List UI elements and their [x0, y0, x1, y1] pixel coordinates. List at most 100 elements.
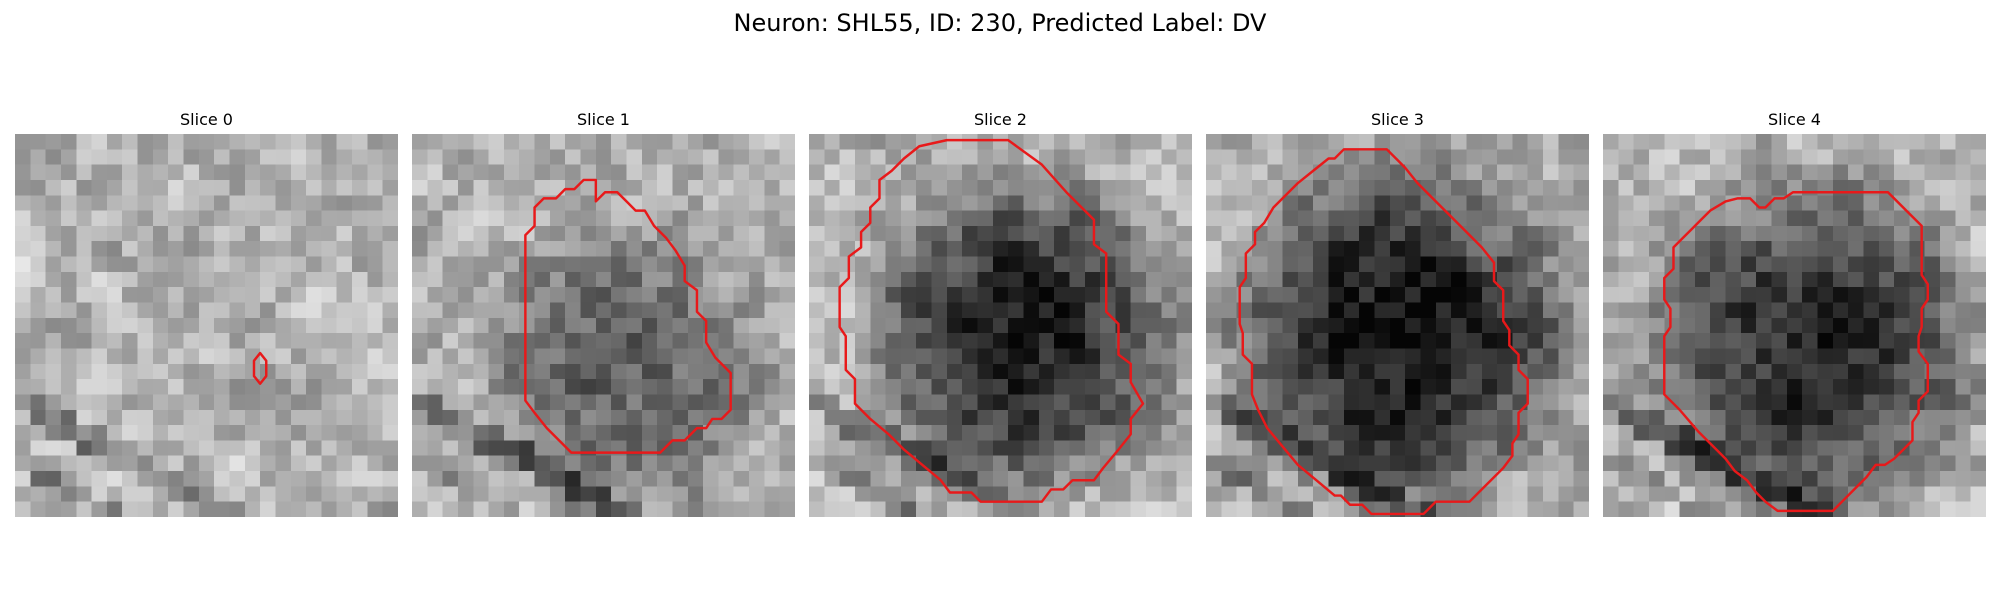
- pixel: [1848, 471, 1864, 487]
- pixel: [641, 149, 658, 165]
- pixel: [214, 271, 230, 288]
- pixel: [749, 317, 765, 334]
- pixel: [916, 317, 932, 334]
- pixel: [1405, 210, 1421, 227]
- pixel: [1756, 302, 1772, 319]
- pixel: [1267, 501, 1283, 517]
- pixel: [1282, 134, 1299, 150]
- pixel: [1894, 333, 1910, 349]
- pixel: [1146, 348, 1162, 365]
- pixel: [1618, 348, 1634, 365]
- pixel: [1970, 210, 1986, 227]
- pixel: [549, 241, 566, 257]
- pixel: [595, 302, 612, 319]
- pixel: [1679, 363, 1696, 380]
- pixel: [1374, 195, 1391, 211]
- pixel: [1924, 210, 1941, 227]
- pixel: [611, 471, 627, 487]
- pixel: [626, 363, 643, 380]
- pixel: [1679, 486, 1696, 502]
- pixel: [1008, 241, 1024, 257]
- pixel: [503, 471, 520, 487]
- pixel: [870, 317, 886, 334]
- pixel: [1451, 471, 1467, 487]
- pixel: [749, 164, 765, 181]
- pixel: [1282, 195, 1299, 211]
- pixel: [1955, 333, 1971, 349]
- pixel: [854, 379, 871, 395]
- pixel: [1328, 440, 1345, 457]
- pixel: [1405, 317, 1421, 334]
- pixel: [367, 317, 383, 334]
- pixel: [1343, 287, 1360, 303]
- pixel: [870, 256, 886, 273]
- pixel: [580, 425, 597, 441]
- pixel: [641, 379, 658, 395]
- pixel: [1802, 471, 1818, 487]
- pixel: [122, 271, 138, 288]
- pixel: [229, 302, 246, 319]
- pixel: [1100, 379, 1116, 395]
- pixel: [611, 256, 627, 273]
- pixel: [1786, 210, 1803, 227]
- pixel: [60, 317, 77, 334]
- pixel: [1802, 225, 1818, 242]
- pixel: [137, 210, 154, 227]
- pixel: [1038, 134, 1055, 150]
- pixel: [565, 210, 581, 227]
- pixel: [290, 210, 307, 227]
- pixel: [382, 195, 398, 211]
- pixel: [473, 333, 489, 349]
- pixel: [1924, 486, 1941, 502]
- pixel: [854, 287, 871, 303]
- pixel: [1313, 455, 1329, 472]
- pixel: [1054, 302, 1070, 319]
- pixel: [30, 302, 46, 319]
- pixel: [1894, 210, 1910, 227]
- pixel: [1710, 394, 1726, 411]
- pixel: [1633, 425, 1650, 441]
- pixel: [580, 179, 597, 196]
- pixel: [549, 363, 566, 380]
- pixel: [1924, 302, 1941, 319]
- pixel: [1297, 271, 1314, 288]
- pixel: [60, 486, 77, 502]
- pixel: [260, 195, 276, 211]
- pixel: [352, 210, 368, 227]
- pixel: [1909, 195, 1926, 211]
- pixel: [290, 394, 307, 411]
- pixel: [1023, 348, 1040, 365]
- pixel: [1878, 134, 1895, 150]
- pixel: [962, 363, 978, 380]
- pixel: [1725, 471, 1742, 487]
- pixel: [214, 225, 230, 242]
- pixel: [962, 179, 978, 196]
- pixel: [1955, 179, 1971, 196]
- pixel: [1512, 302, 1529, 319]
- pixel: [412, 271, 428, 288]
- pixel: [457, 333, 474, 349]
- pixel: [198, 179, 215, 196]
- pixel: [1161, 409, 1177, 426]
- pixel: [1146, 486, 1162, 502]
- pixel: [275, 179, 292, 196]
- pixel: [580, 333, 597, 349]
- pixel: [626, 134, 643, 150]
- pixel: [198, 149, 215, 165]
- pixel: [931, 379, 948, 395]
- pixel: [412, 179, 428, 196]
- pixel: [1420, 302, 1437, 319]
- pixel: [1955, 271, 1971, 288]
- pixel: [1771, 348, 1788, 365]
- pixel: [60, 333, 77, 349]
- pixel: [1374, 256, 1391, 273]
- pixel: [549, 409, 566, 426]
- pixel: [45, 134, 62, 150]
- pixel: [779, 501, 795, 517]
- pixel: [382, 287, 398, 303]
- pixel: [1343, 210, 1360, 227]
- pixel: [641, 486, 658, 502]
- pixel: [1740, 225, 1757, 242]
- pixel: [503, 241, 520, 257]
- pixel: [534, 256, 551, 273]
